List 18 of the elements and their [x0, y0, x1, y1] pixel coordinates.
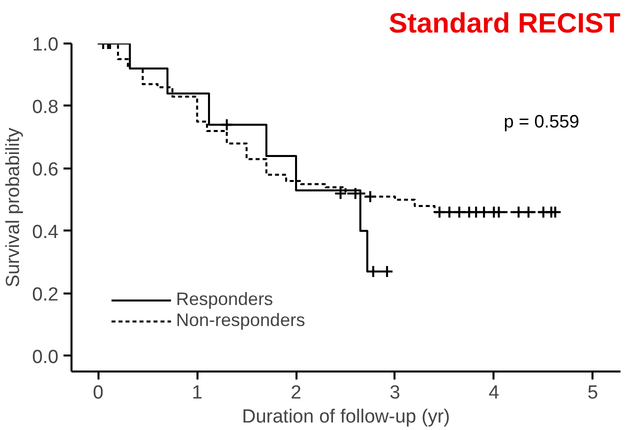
legend-label: Non-responders: [176, 310, 306, 331]
x-tick-label: 3: [390, 382, 400, 404]
y-tick-label: 1.0: [32, 34, 59, 56]
y-axis-title: Survival probability: [3, 127, 24, 288]
x-tick-label: 0: [92, 382, 104, 404]
y-tick-label: 0.2: [32, 284, 59, 306]
chart-title: Standard RECIST: [388, 8, 621, 38]
y-tick-label: 0.4: [32, 222, 59, 243]
y-tick-label: 0.8: [32, 96, 59, 118]
y-tick-label: 0.6: [32, 159, 59, 180]
x-tick-label: 4: [488, 382, 500, 404]
legend-label: Responders: [176, 289, 274, 310]
annotation: p = 0.559: [504, 112, 580, 132]
x-tick-label: 1: [192, 382, 202, 404]
x-tick-label: 2: [290, 382, 302, 404]
x-tick-label: 5: [588, 382, 598, 404]
x-axis-title: Duration of follow-up (yr): [242, 406, 450, 428]
y-tick-label: 0.0: [32, 346, 59, 368]
